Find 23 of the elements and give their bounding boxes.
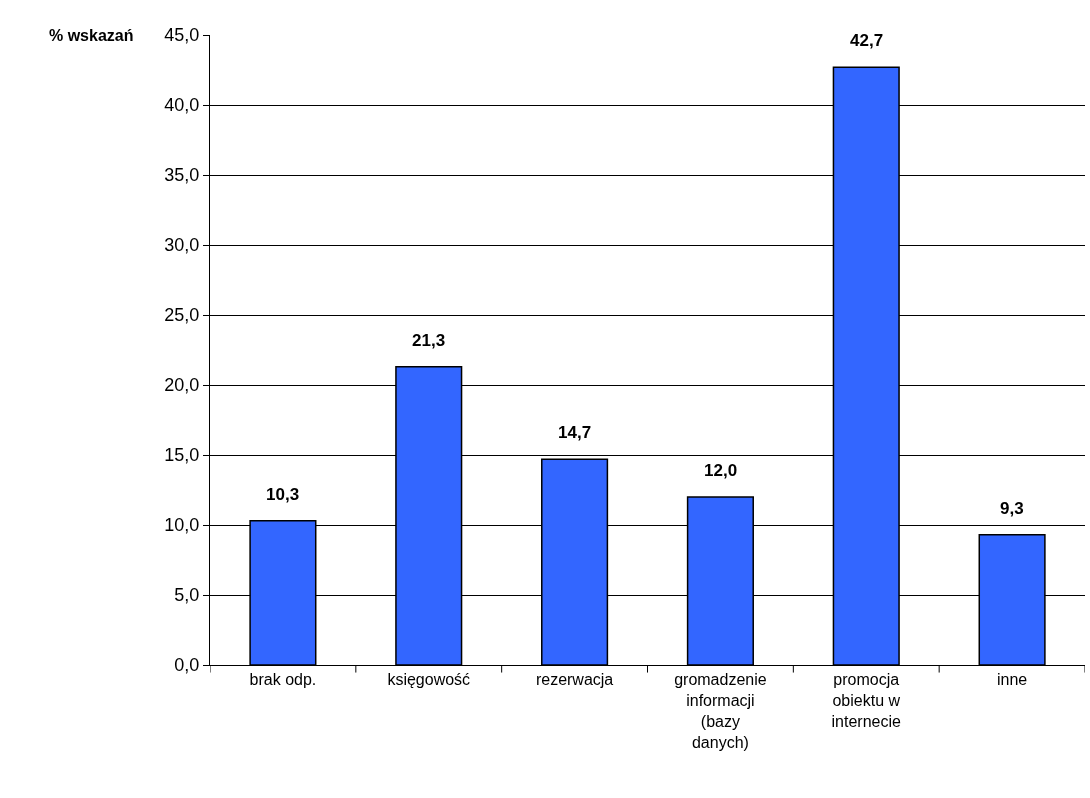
x-tick-label: promocja obiektu w internecie <box>831 671 902 730</box>
data-label: 9,3 <box>1000 499 1024 518</box>
y-tick-label: 30,0 <box>164 235 200 256</box>
x-tick-label: inne <box>996 671 1028 689</box>
y-tick-label: 40,0 <box>164 95 200 116</box>
y-tick-label: 45,0 <box>164 25 200 46</box>
y-axis-title: % wskazań <box>49 27 134 44</box>
y-tick-label: 35,0 <box>164 165 200 186</box>
data-label: 42,7 <box>850 31 884 50</box>
x-tick-label: gromadzenie informacji (bazy danych) <box>674 671 767 751</box>
y-tick-label: 0,0 <box>174 655 200 676</box>
x-tick-label: rezerwacja <box>535 671 614 689</box>
data-label: 12,0 <box>704 461 738 480</box>
data-label: 10,3 <box>266 485 300 504</box>
y-tick-label: 25,0 <box>164 305 200 326</box>
y-tick-label: 15,0 <box>164 445 200 466</box>
x-tick-label: księgowość <box>387 671 471 689</box>
data-label: 21,3 <box>412 331 446 350</box>
y-tick-label: 10,0 <box>164 515 200 536</box>
data-label: 14,7 <box>558 423 592 442</box>
x-tick-label: brak odp. <box>249 671 317 689</box>
y-tick-label: 5,0 <box>174 585 200 606</box>
y-tick-label: 20,0 <box>164 375 200 396</box>
